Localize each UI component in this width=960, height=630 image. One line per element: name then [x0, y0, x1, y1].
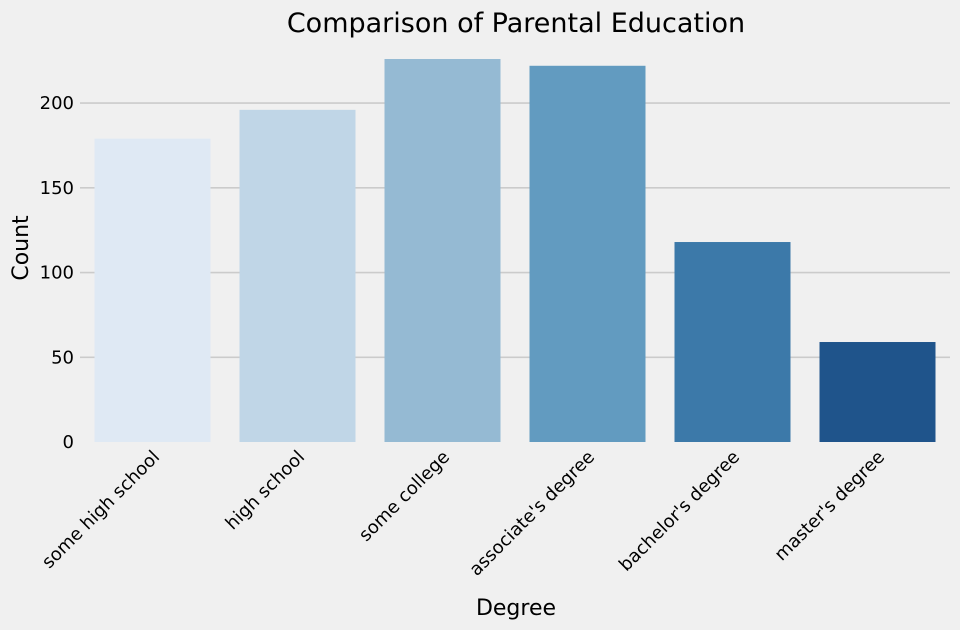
y-axis-label: Count	[9, 215, 34, 281]
y-axis-ticks: 0 50 100 150 200	[40, 93, 74, 453]
bar	[94, 138, 211, 442]
bars	[94, 59, 936, 443]
x-tick-label: high school	[222, 447, 309, 534]
x-axis-label: Degree	[476, 596, 556, 621]
bar	[239, 109, 356, 443]
bar	[384, 59, 501, 442]
x-tick-label: associate's degree	[465, 447, 599, 581]
bar	[529, 65, 646, 443]
chart-title: Comparison of Parental Education	[287, 8, 745, 39]
gridlines	[80, 102, 950, 359]
y-tick-label: 0	[63, 432, 74, 453]
y-tick-label: 200	[40, 93, 74, 114]
x-tick-label: some college	[355, 447, 454, 546]
x-tick-label: some high school	[38, 447, 164, 573]
x-axis-ticks: some high school high school some college a…	[38, 447, 889, 581]
y-tick-label: 50	[51, 347, 74, 368]
bar	[819, 342, 936, 442]
x-tick-label: master's degree	[771, 447, 890, 566]
bar	[674, 242, 791, 442]
y-tick-label: 150	[40, 178, 74, 199]
y-tick-label: 100	[40, 263, 74, 284]
x-tick-label: bachelor's degree	[615, 447, 744, 576]
